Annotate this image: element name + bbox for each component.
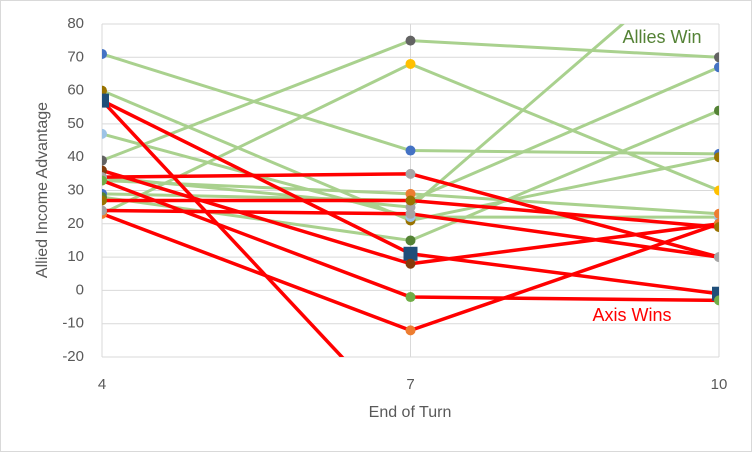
marker xyxy=(714,62,719,73)
x-tick-label: 4 xyxy=(98,376,106,393)
y-tick-label: 10 xyxy=(67,248,84,265)
marker xyxy=(405,195,416,206)
marker xyxy=(405,35,416,46)
x-tick-label: 7 xyxy=(406,376,414,393)
y-tick-label: 80 xyxy=(67,15,84,32)
y-tick-label: 0 xyxy=(76,281,84,298)
y-tick-label: 60 xyxy=(67,82,84,99)
marker xyxy=(714,105,719,116)
marker xyxy=(714,208,719,219)
marker xyxy=(102,195,107,206)
marker xyxy=(102,85,107,96)
x-tick-label: 10 xyxy=(711,376,728,393)
annotation: Allies Win xyxy=(622,27,701,47)
marker xyxy=(102,205,107,216)
series-line xyxy=(102,99,345,357)
y-tick-label: 70 xyxy=(67,48,84,65)
marker xyxy=(405,292,416,303)
marker xyxy=(405,258,416,269)
y-tick-label: 50 xyxy=(67,115,84,132)
annotation: Axis Wins xyxy=(592,305,671,325)
marker xyxy=(714,222,719,233)
marker xyxy=(405,58,416,69)
marker xyxy=(403,246,418,261)
marker xyxy=(714,252,719,263)
marker xyxy=(714,152,719,163)
marker xyxy=(714,295,719,306)
y-tick-label: -20 xyxy=(62,348,84,365)
marker xyxy=(102,95,107,106)
marker xyxy=(712,286,719,301)
marker xyxy=(102,128,107,139)
marker xyxy=(714,52,719,63)
marker xyxy=(405,208,416,219)
marker xyxy=(405,145,416,156)
marker xyxy=(405,325,416,336)
y-tick-label: 30 xyxy=(67,181,84,198)
marker xyxy=(102,155,107,166)
y-tick-label: 20 xyxy=(67,215,84,232)
x-axis-title: End of Turn xyxy=(369,404,452,421)
marker xyxy=(102,48,107,59)
y-axis-title: Allied Income Advantage xyxy=(34,102,51,278)
marker xyxy=(405,168,416,179)
marker xyxy=(102,175,107,186)
marker xyxy=(714,185,719,196)
marker xyxy=(405,235,416,246)
y-tick-label: -10 xyxy=(62,315,84,332)
plot-area xyxy=(102,24,719,357)
y-tick-label: 40 xyxy=(67,148,84,165)
